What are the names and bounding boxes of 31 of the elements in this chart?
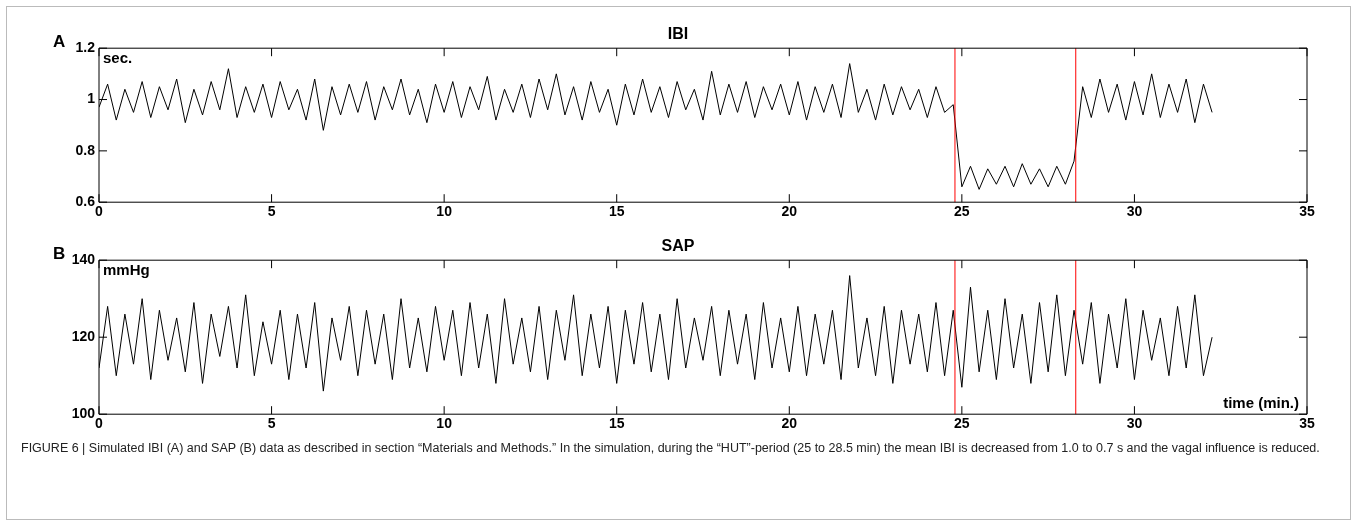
y-tick-label: 0.6 bbox=[75, 193, 96, 210]
x-tick-label: 35 bbox=[1299, 203, 1315, 220]
x-axis-title: time (min.) bbox=[1223, 393, 1299, 411]
caption: FIGURE 6 | Simulated IBI (A) and SAP (B) data as described in section “Materials and Methods.” In the simulation, during the “HUT”-period (25 to 28.5 min) the mean IBI is decreased from 1.0 to 0.7 s and the vagal influence is reduced. bbox=[21, 440, 1321, 457]
y-tick-label: 140 bbox=[71, 251, 96, 268]
y-tick-label: 0.8 bbox=[75, 141, 96, 158]
text: B bbox=[53, 244, 66, 264]
x-tick-label: 30 bbox=[1126, 415, 1143, 432]
x-tick-label: 15 bbox=[608, 203, 625, 220]
y-tick-label: 100 bbox=[71, 405, 96, 422]
x-tick-label: 25 bbox=[954, 415, 970, 432]
x-tick-label: 25 bbox=[954, 203, 970, 220]
y-tick-label: 120 bbox=[71, 328, 96, 345]
x-tick-label: 5 bbox=[267, 203, 276, 220]
y-tick-label: 1 bbox=[87, 90, 96, 107]
x-tick-label: 15 bbox=[608, 415, 625, 432]
y-axis-title: mmHg bbox=[103, 260, 150, 278]
x-tick-label: 0 bbox=[95, 203, 104, 220]
x-tick-label: 20 bbox=[781, 203, 798, 220]
text: A bbox=[53, 32, 66, 52]
y-axis-title: sec. bbox=[103, 48, 133, 66]
x-tick-label: 35 bbox=[1299, 415, 1315, 432]
chart-title: SAP bbox=[661, 237, 695, 255]
x-tick-label: 5 bbox=[267, 415, 276, 432]
x-tick-label: 20 bbox=[781, 415, 798, 432]
x-tick-label: 10 bbox=[436, 203, 453, 220]
x-tick-label: 30 bbox=[1126, 203, 1143, 220]
y-tick-label: 1.2 bbox=[75, 39, 96, 56]
x-tick-label: 10 bbox=[436, 415, 453, 432]
x-tick-label: 0 bbox=[95, 415, 104, 432]
chart-title: IBI bbox=[667, 25, 689, 43]
